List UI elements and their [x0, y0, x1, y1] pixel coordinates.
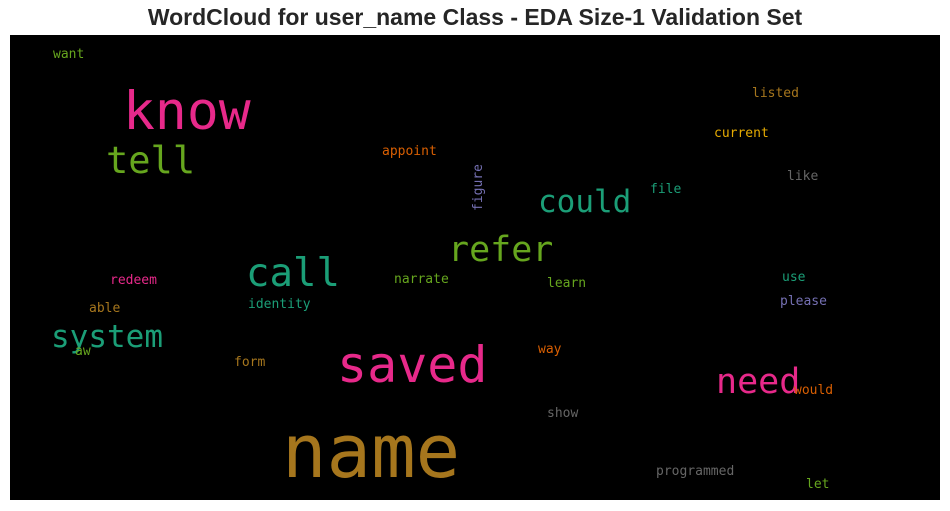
word-learn: learn: [547, 276, 587, 291]
chart-title: WordCloud for user_name Class - EDA Size…: [147, 4, 803, 30]
word-redeem: redeem: [110, 273, 157, 288]
word-narrate: narrate: [394, 272, 449, 287]
word-saved: saved: [337, 336, 488, 394]
word-name: name: [282, 409, 461, 495]
word-aw: aw: [75, 344, 91, 359]
word-need: need: [716, 362, 801, 402]
word-let: let: [806, 477, 830, 492]
word-form: form: [234, 355, 266, 370]
word-could: could: [538, 184, 632, 220]
word-know: know: [123, 81, 251, 142]
word-use: use: [782, 270, 806, 285]
word-figure: figure: [471, 164, 486, 211]
word-file: file: [650, 182, 682, 197]
word-able: able: [89, 301, 121, 316]
word-like: like: [787, 169, 819, 184]
word-call: call: [246, 251, 340, 296]
word-want: want: [53, 47, 85, 62]
word-tell: tell: [106, 139, 196, 182]
word-system: system: [51, 319, 163, 355]
word-current: current: [714, 126, 769, 141]
word-listed: listed: [752, 86, 799, 101]
word-appoint: appoint: [382, 144, 437, 159]
word-refer: refer: [448, 230, 554, 270]
word-would: would: [794, 383, 834, 398]
wordcloud-canvas: name know saved call tell refer need system coul…: [10, 35, 940, 500]
word-identity: identity: [248, 297, 311, 312]
word-please: please: [780, 294, 827, 309]
word-way: way: [538, 342, 562, 357]
word-programmed: programmed: [656, 464, 735, 479]
word-show: show: [547, 406, 579, 421]
